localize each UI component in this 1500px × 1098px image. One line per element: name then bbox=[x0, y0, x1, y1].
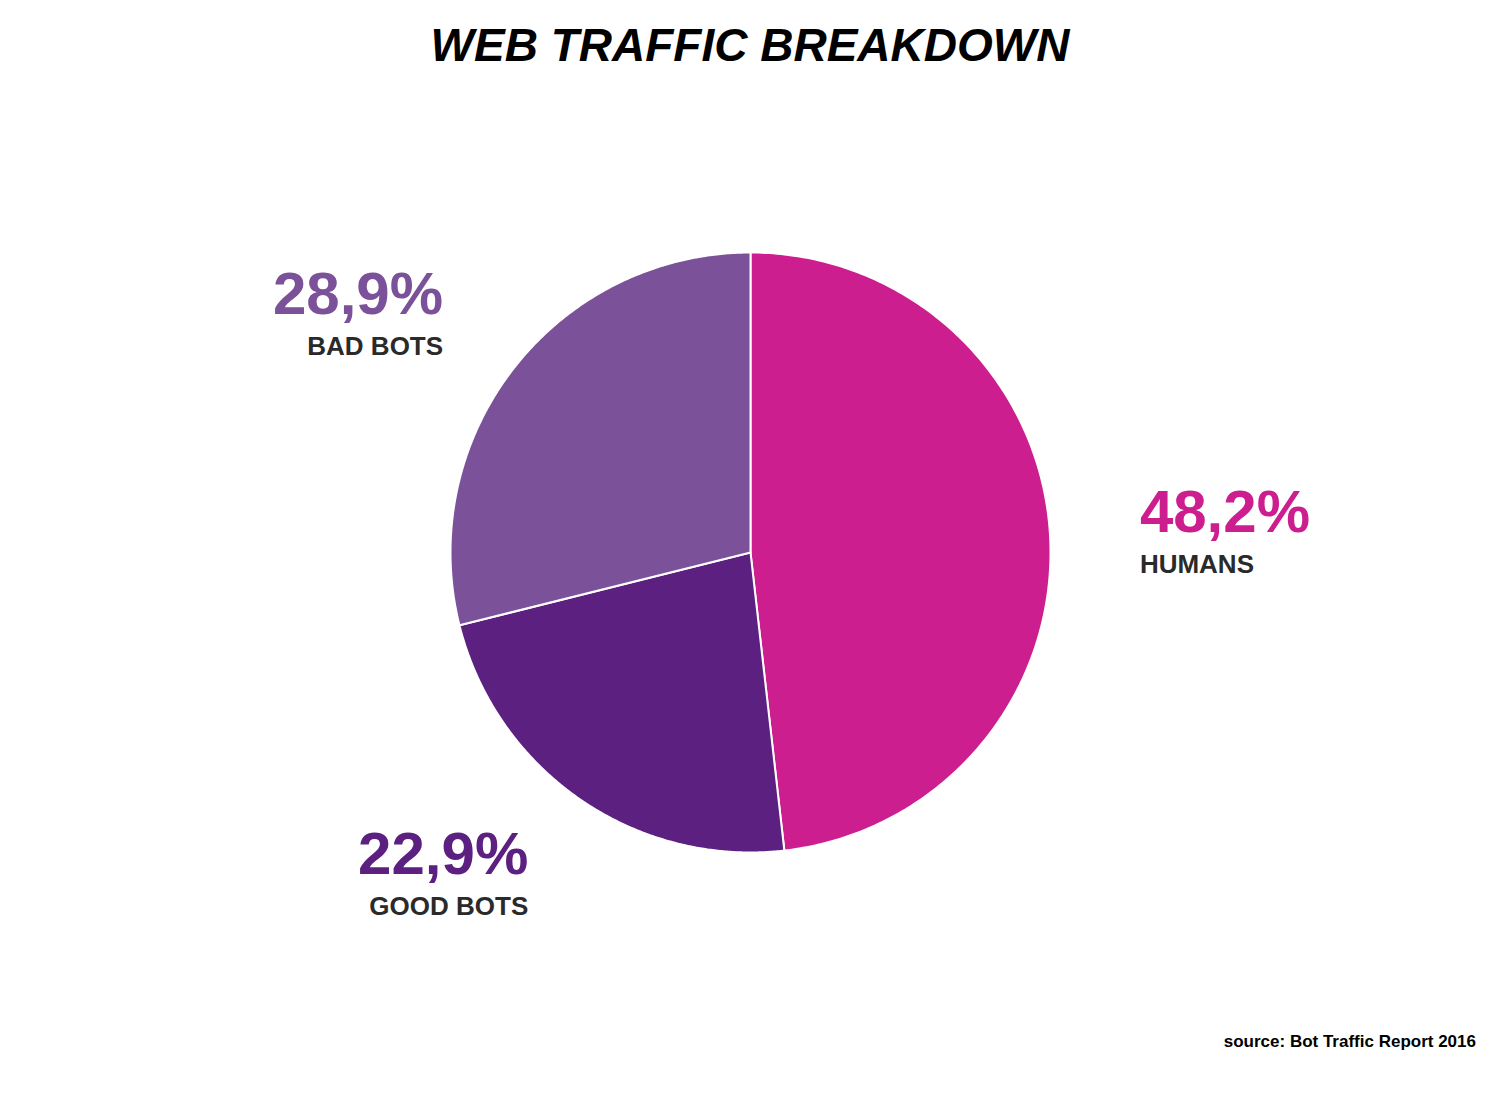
svg-text:28,9%: 28,9% bbox=[273, 260, 443, 327]
html-text:source: Bot Traffic Report 201: source: Bot Traffic Report 2016 bbox=[1223, 1032, 1476, 1051]
html-text:WEB TRAFFIC BREAKDOWN: WEB TRAFFIC BREAKDOWN bbox=[430, 19, 1070, 71]
svg-text:HUMANS: HUMANS bbox=[1140, 549, 1254, 579]
svg-text:BAD BOTS: BAD BOTS bbox=[307, 331, 443, 361]
svg-text:GOOD BOTS: GOOD BOTS bbox=[369, 891, 528, 921]
svg-text:48,2%: 48,2% bbox=[1140, 478, 1310, 545]
svg-text:22,9%: 22,9% bbox=[358, 820, 528, 887]
